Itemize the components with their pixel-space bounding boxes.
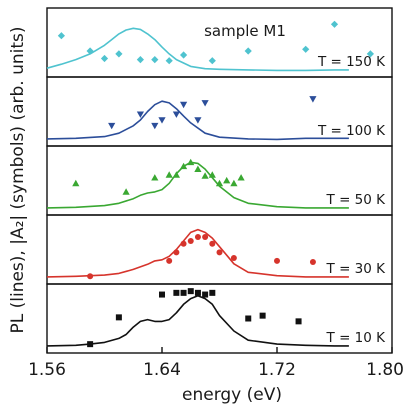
data-point bbox=[244, 47, 252, 55]
y-axis-title: PL (lines), |A₂| (symbols) (arb. units) bbox=[8, 26, 28, 333]
data-point bbox=[230, 255, 237, 262]
data-point bbox=[202, 233, 209, 240]
data-point bbox=[202, 291, 209, 298]
sample-label: sample M1 bbox=[204, 22, 286, 40]
data-point bbox=[165, 171, 173, 178]
data-point bbox=[172, 111, 180, 118]
temperature-label: T = 50 K bbox=[326, 192, 387, 208]
data-point bbox=[223, 176, 231, 184]
data-point bbox=[237, 174, 245, 181]
data-point bbox=[108, 122, 116, 130]
data-point bbox=[209, 289, 216, 296]
data-point bbox=[194, 289, 201, 296]
data-point bbox=[309, 96, 317, 103]
panel-t-30-k: T = 30 K bbox=[46, 214, 393, 285]
data-point bbox=[187, 158, 195, 166]
x-tick-label: 1.56 bbox=[28, 360, 66, 380]
data-point bbox=[259, 312, 266, 319]
data-point bbox=[115, 50, 123, 58]
data-point bbox=[122, 188, 130, 195]
data-point bbox=[187, 237, 194, 244]
data-point bbox=[115, 314, 122, 321]
data-point bbox=[309, 259, 316, 266]
data-point bbox=[172, 171, 180, 178]
panels-layer: T = 150 K T = 100 K T = 50 K T = 30 K T = 10… bbox=[46, 7, 393, 354]
data-point bbox=[201, 172, 209, 179]
data-point bbox=[295, 318, 302, 325]
data-point bbox=[180, 289, 187, 296]
panel-t-10-k: T = 10 K bbox=[46, 283, 393, 354]
data-point bbox=[208, 57, 216, 65]
x-tick-label: 1.64 bbox=[143, 360, 181, 380]
data-point bbox=[302, 45, 310, 53]
x-axis-ticks: 1.56 1.64 1.72 1.80 bbox=[28, 347, 404, 380]
data-point bbox=[187, 288, 194, 295]
data-point bbox=[216, 249, 223, 256]
data-point bbox=[136, 56, 144, 64]
data-point bbox=[57, 32, 65, 40]
panel-t-50-k: T = 50 K bbox=[46, 145, 393, 216]
data-point bbox=[208, 171, 216, 178]
data-point bbox=[330, 20, 339, 28]
x-tick-label: 1.72 bbox=[258, 360, 296, 380]
data-point bbox=[180, 101, 188, 109]
data-point bbox=[87, 341, 94, 348]
data-point bbox=[151, 174, 159, 181]
data-point bbox=[151, 56, 159, 64]
temperature-label: T = 30 K bbox=[326, 261, 387, 277]
data-point bbox=[165, 57, 173, 65]
data-point bbox=[230, 179, 238, 187]
x-tick-label: 1.80 bbox=[366, 360, 404, 380]
temperature-label: T = 100 K bbox=[317, 123, 386, 139]
panel-t-100-k: T = 100 K bbox=[46, 76, 393, 147]
data-point bbox=[151, 122, 159, 130]
data-point bbox=[173, 249, 180, 256]
panel-frame bbox=[46, 283, 393, 354]
data-point bbox=[194, 165, 202, 172]
panel-t-150-k: T = 150 K bbox=[46, 7, 393, 78]
data-point bbox=[366, 50, 374, 58]
data-point bbox=[245, 315, 252, 322]
data-point bbox=[180, 240, 187, 247]
pl-line bbox=[46, 294, 349, 347]
data-point bbox=[194, 233, 201, 240]
data-point bbox=[158, 117, 166, 124]
data-point bbox=[100, 54, 109, 63]
data-point bbox=[201, 100, 209, 107]
temperature-label: T = 10 K bbox=[326, 330, 387, 346]
data-point bbox=[209, 240, 216, 247]
data-point bbox=[72, 179, 80, 187]
x-axis-title: energy (eV) bbox=[182, 385, 282, 405]
data-point bbox=[87, 273, 94, 280]
data-point bbox=[159, 291, 165, 298]
data-point bbox=[215, 179, 224, 187]
data-point bbox=[86, 47, 94, 55]
data-point bbox=[180, 51, 188, 59]
data-point bbox=[166, 257, 173, 264]
data-point bbox=[274, 257, 280, 264]
data-point bbox=[194, 117, 202, 124]
temperature-label: T = 150 K bbox=[317, 54, 386, 70]
pl-line bbox=[46, 100, 349, 141]
data-point bbox=[173, 289, 180, 296]
pl-line bbox=[46, 27, 349, 72]
data-point bbox=[180, 162, 188, 170]
data-point bbox=[136, 111, 144, 118]
pl-line bbox=[46, 228, 349, 278]
